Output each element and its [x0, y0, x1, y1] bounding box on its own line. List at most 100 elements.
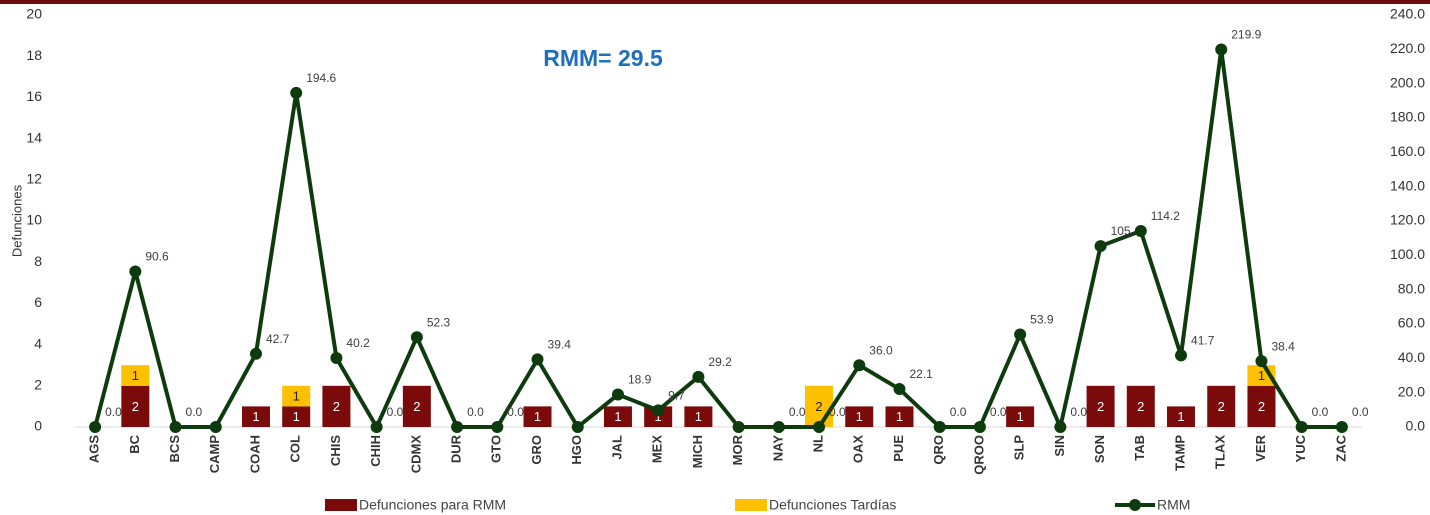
y-tick-label: 0 — [34, 418, 42, 434]
x-tick-label: SON — [1092, 435, 1107, 463]
bar — [1086, 385, 1115, 427]
x-tick-label: JAL — [609, 435, 624, 460]
line-marker — [652, 404, 665, 417]
legend-swatch — [325, 499, 357, 511]
y-tick-label: 10 — [26, 212, 42, 228]
line-marker — [732, 421, 745, 433]
bar — [1247, 385, 1276, 427]
line-marker — [1014, 328, 1027, 341]
legend-label: RMM — [1157, 497, 1190, 513]
x-tick-label: MEX — [650, 435, 665, 464]
bar-value-label: 2 — [333, 399, 340, 414]
x-tick-label: CHIH — [368, 435, 383, 467]
bar-value-label: 1 — [293, 409, 300, 424]
x-tick-label: TAMP — [1172, 435, 1187, 471]
bar-value-label: 1 — [1017, 409, 1024, 424]
bar-value-label: 1 — [1258, 368, 1265, 383]
x-tick-label: QRO — [931, 435, 946, 465]
x-tick-label: AGS — [87, 435, 102, 464]
x-tick-label: HGO — [569, 435, 584, 465]
bar — [282, 385, 311, 407]
y-tick-label: 16 — [26, 88, 42, 104]
line-marker — [571, 421, 584, 433]
line — [93, 47, 1342, 429]
bar — [1167, 406, 1196, 427]
bar-value-label: 2 — [1097, 399, 1104, 414]
line-value-label: 90.6 — [145, 250, 169, 264]
line-marker — [772, 421, 785, 433]
y2-tick-label: 0.0 — [1406, 418, 1426, 434]
line-marker — [249, 347, 262, 360]
x-tick-label: OAX — [851, 435, 866, 464]
line-marker — [531, 353, 544, 366]
bar-value-label: 2 — [413, 399, 420, 414]
bar-value-label: 1 — [132, 368, 139, 383]
bar-value-label: 1 — [896, 409, 903, 424]
x-tick-label: GRO — [529, 435, 544, 465]
x-tick-label: PUE — [891, 435, 906, 462]
line-marker — [893, 383, 906, 396]
line-value-label: 0.0 — [186, 405, 203, 419]
line-marker — [1255, 355, 1268, 368]
y2-tick-label: 240.0 — [1390, 6, 1425, 22]
y-tick-label: 12 — [26, 171, 42, 187]
bar — [805, 385, 834, 427]
bar-value-label: 1 — [293, 389, 300, 404]
y-tick-label: 6 — [34, 294, 42, 310]
line-marker — [813, 421, 826, 433]
y2-tick-label: 100.0 — [1390, 246, 1425, 262]
line-value-label: 22.1 — [909, 367, 933, 381]
line-value-label: 0.0 — [1352, 405, 1369, 419]
bar — [241, 406, 270, 427]
line-value-label: 0.0 — [1070, 405, 1087, 419]
line-value-label: 36.0 — [869, 343, 893, 357]
bar — [402, 385, 431, 427]
line-value-label: 29.2 — [708, 355, 732, 369]
x-tick-label: QROO — [971, 435, 986, 475]
y-tick-label: 18 — [26, 47, 42, 63]
x-tick-label: CDMX — [408, 435, 423, 474]
line-marker — [1134, 224, 1147, 237]
line-marker — [1054, 421, 1067, 433]
legend-swatch — [735, 499, 767, 511]
line-value-label: 41.7 — [1191, 334, 1215, 348]
line-marker — [290, 86, 303, 99]
bar-value-label: 1 — [695, 409, 702, 424]
line-marker — [129, 265, 142, 278]
line-marker — [370, 421, 383, 433]
line-marker — [1175, 349, 1188, 362]
line-value-label: 0.0 — [990, 405, 1007, 419]
y2-tick-label: 60.0 — [1398, 315, 1425, 331]
y2-tick-label: 220.0 — [1390, 40, 1425, 56]
line-value-label: 114.2 — [1151, 209, 1180, 223]
x-tick-label: MICH — [690, 435, 705, 468]
x-tick-label: GTO — [489, 435, 504, 463]
y-tick-label: 2 — [34, 377, 42, 393]
y-tick-label: 8 — [34, 253, 42, 269]
bar-value-label: 2 — [1218, 399, 1225, 414]
y2-tick-label: 40.0 — [1398, 349, 1425, 365]
x-tick-label: TAB — [1132, 435, 1147, 461]
bar-value-label: 2 — [815, 399, 822, 414]
line-marker — [169, 421, 182, 433]
y2-tick-label: 120.0 — [1390, 212, 1425, 228]
line-value-label: 38.4 — [1271, 339, 1295, 353]
bar — [684, 406, 713, 427]
y-axis-label: Defunciones — [9, 184, 24, 257]
line-marker — [1295, 421, 1308, 433]
bar — [1126, 385, 1155, 427]
line-marker — [410, 331, 423, 344]
line-value-label: 39.4 — [548, 338, 572, 352]
bar-value-label: 1 — [252, 409, 259, 424]
bar-value-label: 1 — [614, 409, 621, 424]
x-tick-label: ZAC — [1333, 434, 1348, 461]
line-marker — [611, 388, 624, 401]
line-value-label: 194.6 — [306, 71, 336, 85]
legend-marker — [1129, 499, 1141, 511]
y2-tick-label: 160.0 — [1390, 143, 1425, 159]
y2-tick-label: 180.0 — [1390, 109, 1425, 125]
bar-value-label: 1 — [534, 409, 541, 424]
line-value-label: 0.0 — [507, 405, 524, 419]
top-border — [0, 0, 1430, 4]
